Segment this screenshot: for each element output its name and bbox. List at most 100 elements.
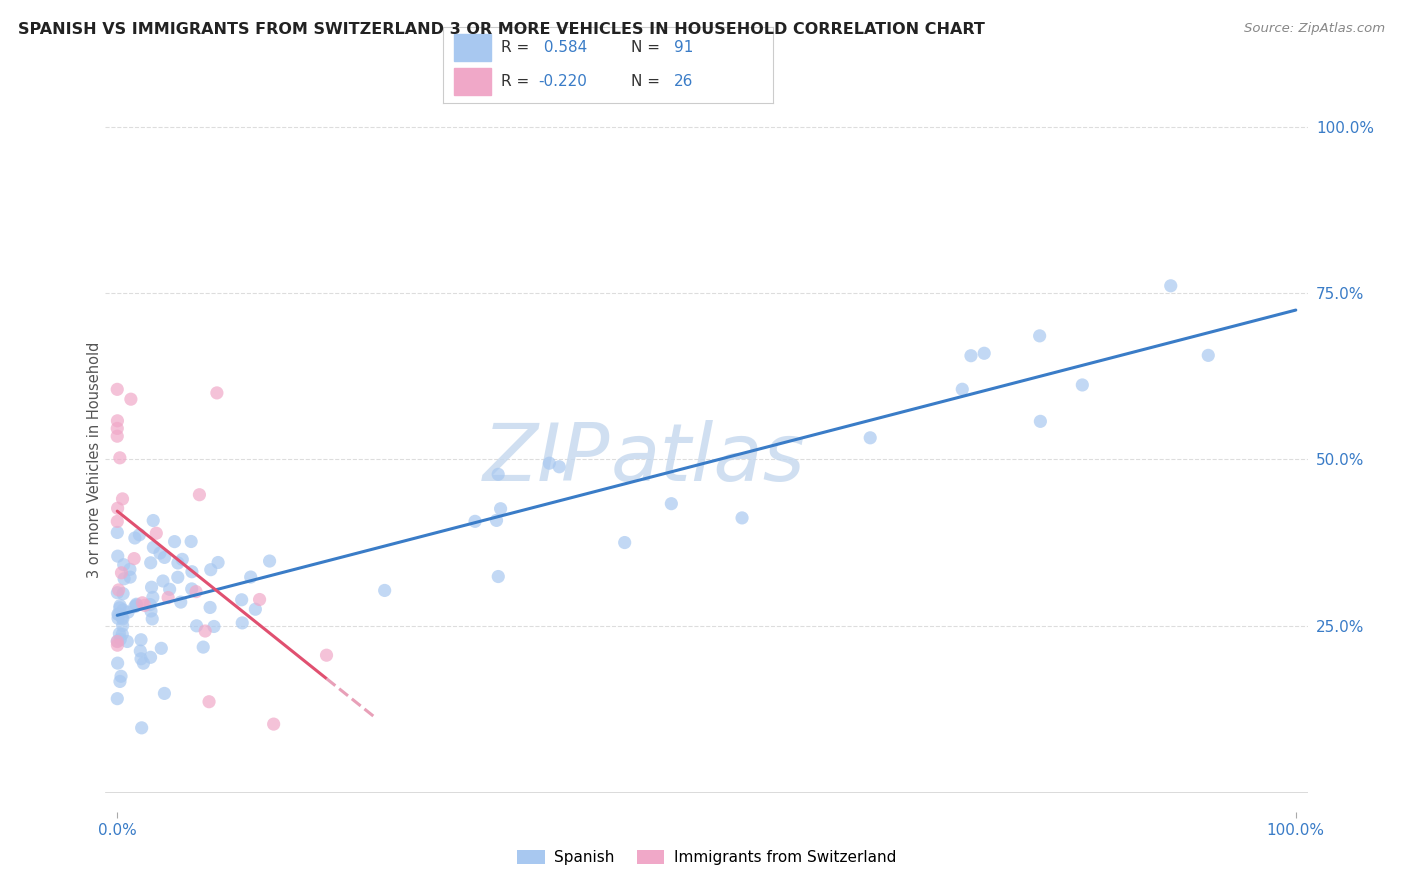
Point	[122, 551, 145, 566]
Point	[105, 691, 128, 706]
Point	[107, 611, 129, 625]
Point	[263, 717, 285, 731]
Point	[120, 570, 142, 584]
Point	[249, 592, 271, 607]
Point	[153, 550, 176, 565]
Point	[129, 652, 152, 666]
Point	[659, 497, 682, 511]
Point	[231, 615, 253, 630]
Point	[960, 349, 983, 363]
Bar	[454, 69, 491, 95]
Point	[111, 627, 134, 641]
Point	[105, 429, 128, 443]
Point	[239, 570, 262, 584]
Point	[315, 648, 337, 663]
Point	[152, 574, 174, 588]
Point	[129, 644, 152, 658]
Point	[167, 556, 190, 570]
Point	[117, 634, 139, 648]
Point	[157, 591, 180, 605]
Point	[111, 612, 134, 626]
Point	[259, 554, 281, 568]
Point	[464, 514, 486, 528]
Point	[131, 721, 153, 735]
Point	[538, 456, 561, 470]
Point	[186, 619, 208, 633]
Point	[118, 562, 141, 576]
Point	[105, 585, 128, 599]
Point	[105, 634, 128, 648]
Point	[202, 619, 225, 633]
Point	[486, 569, 509, 583]
Text: R =: R =	[501, 74, 534, 89]
Point	[198, 695, 221, 709]
Point	[110, 566, 132, 580]
Point	[973, 346, 995, 360]
Point	[184, 584, 207, 599]
Point	[108, 450, 131, 465]
Point	[486, 467, 509, 482]
Point	[231, 592, 253, 607]
Point	[110, 632, 132, 647]
Point	[731, 511, 754, 525]
Point	[139, 650, 162, 665]
Point	[1029, 414, 1052, 428]
Point	[110, 669, 132, 683]
Point	[145, 526, 167, 541]
Point	[107, 638, 129, 652]
Point	[1028, 329, 1050, 343]
Point	[485, 513, 508, 527]
Y-axis label: 3 or more Vehicles in Household: 3 or more Vehicles in Household	[87, 342, 101, 577]
Point	[105, 634, 128, 648]
Point	[142, 514, 165, 528]
Point	[124, 599, 146, 614]
Point	[108, 607, 131, 622]
Point	[132, 657, 155, 671]
Point	[139, 598, 162, 612]
Point	[111, 491, 134, 506]
Bar	[454, 34, 491, 61]
Point	[142, 591, 165, 605]
Point	[108, 600, 131, 615]
Point	[105, 525, 128, 540]
Point	[180, 534, 202, 549]
Point	[107, 607, 129, 622]
Text: -0.220: -0.220	[538, 74, 588, 89]
Point	[613, 535, 636, 549]
Text: Source: ZipAtlas.com: Source: ZipAtlas.com	[1244, 22, 1385, 36]
Point	[125, 598, 148, 612]
Point	[112, 558, 135, 572]
Point	[950, 382, 973, 396]
Point	[105, 382, 128, 396]
Point	[548, 459, 571, 474]
Point	[159, 582, 181, 597]
Point	[112, 572, 135, 586]
Point	[134, 599, 156, 613]
Point	[107, 656, 129, 670]
Point	[131, 596, 153, 610]
Point	[374, 583, 396, 598]
Legend: Spanish, Immigrants from Switzerland: Spanish, Immigrants from Switzerland	[510, 844, 903, 871]
Text: N =: N =	[631, 40, 665, 55]
Point	[205, 385, 228, 400]
Point	[170, 595, 193, 609]
Point	[859, 431, 882, 445]
Point	[1071, 378, 1094, 392]
Point	[141, 580, 163, 594]
Point	[120, 392, 142, 407]
Point	[139, 604, 162, 618]
Point	[108, 599, 131, 613]
Point	[172, 552, 194, 566]
Text: 91: 91	[675, 40, 693, 55]
Point	[180, 582, 202, 596]
Text: N =: N =	[631, 74, 665, 89]
Point	[150, 641, 173, 656]
Point	[111, 610, 134, 624]
Text: atlas: atlas	[610, 420, 806, 499]
Point	[108, 626, 131, 640]
Point	[1160, 278, 1182, 293]
Text: SPANISH VS IMMIGRANTS FROM SWITZERLAND 3 OR MORE VEHICLES IN HOUSEHOLD CORRELATI: SPANISH VS IMMIGRANTS FROM SWITZERLAND 3…	[18, 22, 986, 37]
Point	[207, 556, 229, 570]
Point	[105, 515, 128, 529]
Point	[107, 582, 129, 597]
